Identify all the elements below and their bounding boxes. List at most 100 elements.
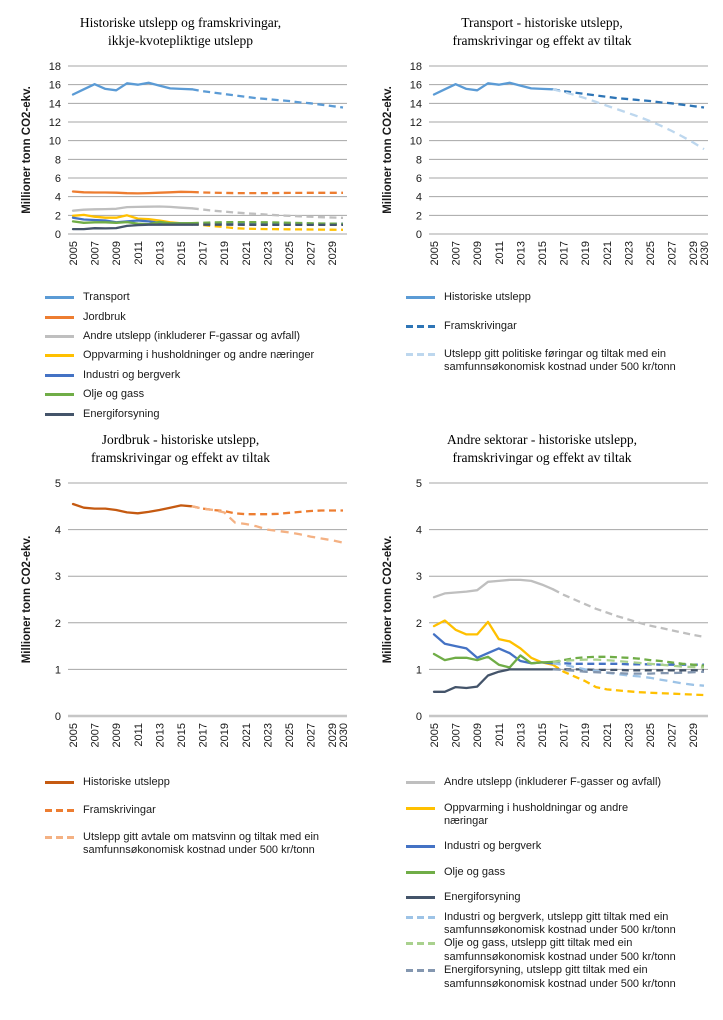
y-tick-label: 1 [416,664,422,676]
x-tick-label: 2011 [133,241,145,265]
series-line-olje-og-gass-hist [71,220,193,226]
y-tick-label: 2 [55,618,61,630]
legend-item-transport: Transport [45,291,355,304]
x-tick-label: 2030 [338,723,350,747]
chart-title-line: Andre sektorar - historiske utslepp, [446,432,638,447]
legend-item-energiforsyning-utslepp-gitt-tiltak-med-ein: Energiforsyning, utslepp gitt tiltak med… [406,964,717,991]
legend-label: Historiske utslepp [83,776,170,789]
y-tick-label: 16 [410,80,422,92]
x-tick-label: 2007 [451,241,463,265]
legend-label: Olje og gass [444,866,505,879]
chart-canvas: 0 2 4 6 8 10 12 14 16 18 Millioner tonn CO2-ekv. 20… [0,52,361,289]
legend-label-line: næringar [444,814,489,827]
y-tick-label: 6 [416,173,422,185]
legend-label-line: Energiforsyning, utslepp gitt tiltak med… [444,964,648,977]
chart-title-line: Transport - historiske utslepp, [461,15,623,30]
legend-label: Jordbruk [83,311,126,324]
chart-legend: Transport Jordbruk Andre utslepp (inkluder… [0,291,361,420]
legend-line-swatch [406,896,435,900]
legend-item-olje-og-gass-utslepp-gitt-tiltak-med-ein: Olje og gass, utslepp gitt tiltak med ei… [406,937,717,964]
x-tick-label: 2007 [90,723,102,747]
series-line-energiforsyning-tiltak-proj [552,668,705,675]
y-tick-label: 14 [410,98,422,110]
x-tick-label: 2011 [494,241,506,265]
chart-title-line: Jordbruk - historiske utslepp, [101,432,260,447]
x-tick-label: 2021 [241,723,253,747]
chart-panel-andre-sektorar: Andre sektorar - historiske utslepp, fra… [361,420,723,1020]
series-line-historiske-utslepp-hist [432,81,554,96]
x-tick-label: 2023 [623,241,635,265]
x-tick-label: 2005 [68,723,80,747]
series-line-industri-og-bergverk-tiltak-proj [552,662,705,687]
series-line-energiforsyning-hist [71,223,193,231]
series-line-andre-utslepp-proj [552,588,705,639]
chart-title: Historiske utslepp og framskrivingar, ik… [0,14,361,49]
x-tick-label: 2019 [580,723,592,747]
x-tick-label: 2025 [645,723,657,747]
legend-label: Framskrivingar [444,320,517,333]
series-line-transport-hist [71,81,193,96]
legend-line-swatch [45,781,74,785]
y-tick-label: 2 [55,210,61,222]
legend-label-line: samfunnsøkonomisk kostnad under 500 kr/t… [83,844,315,857]
x-tick-label: 2015 [537,241,549,265]
chart-canvas: 0 2 4 6 8 10 12 14 16 18 Millioner tonn CO2-ekv. 20… [361,52,722,289]
x-tick-label: 2009 [111,241,123,265]
legend-item-energiforsyning: Energiforsyning [406,891,717,904]
legend-item-framskrivingar: Framskrivingar [45,804,355,817]
legend-label-line: Energiforsyning [83,407,160,420]
legend-dashed-line-swatch [406,942,435,946]
legend-label-line: samfunnsøkonomisk kostnad under 500 kr/t… [444,923,676,936]
series-line-oppvarming-i-husholdningar-og-andre-næringar-hist [432,619,554,666]
x-tick-label: 2009 [111,723,123,747]
x-tick-label: 2013 [154,723,166,747]
x-tick-label: 2025 [284,241,296,265]
series-line-energiforsyning-hist [432,668,554,694]
line-chart-svg: 0 2 4 6 8 10 12 14 16 18 Millioner tonn CO2-ekv. 20… [382,61,711,265]
legend-label-line: Utslepp gitt politiske føringar og tilta… [444,347,666,360]
legend-label: Energiforsyning [444,891,520,904]
legend-label-line: Historiske utslepp [444,291,531,304]
legend-item-energiforsyning: Energiforsyning [45,408,355,420]
y-tick-label: 8 [55,154,61,166]
legend-label: Energiforsyning, utslepp gitt tiltak med… [444,964,676,991]
legend-label: Industri og bergverk [444,840,541,853]
series-line-framskrivingar-proj [191,505,343,516]
x-tick-label: 2025 [645,241,657,265]
series-line-jordbruk-proj [191,190,343,195]
chart-panel-transport: Transport - historiske utslepp, framskri… [361,0,723,420]
gridlines [68,482,347,718]
x-tick-label: 2027 [306,241,318,265]
legend-dashed-line-swatch [406,915,435,919]
legend-item-historiske-utslepp: Historiske utslepp [406,291,717,304]
y-axis-title: Millioner tonn CO2-ekv. [382,536,394,664]
y-tick-label: 4 [55,525,61,537]
series-line-andre-utslepp-hist [71,205,193,212]
legend-label-line: Industri og bergverk [83,368,181,381]
series-line-jordbruk-hist [71,190,193,195]
legend-item-andre-utslepp-inkluderer-f-gassar-og-avfall: Andre utslepp (inkluderer F-gassar og av… [45,330,355,343]
x-tick-label: 2029 [688,241,700,265]
y-tick-label: 6 [55,173,61,185]
legend-line-swatch [45,296,74,300]
legend-line-swatch [45,334,74,338]
legend-dashed-line-swatch [45,808,74,812]
x-tick-label: 2019 [580,241,592,265]
legend-label-line: Jordbruk [83,310,126,323]
y-tick-label: 4 [55,192,61,204]
series-line-energiforsyning-proj [552,668,704,672]
y-tick-label: 4 [416,525,422,537]
legend-line-swatch [406,806,435,810]
x-tick-label: 2015 [537,723,549,747]
chart-title: Transport - historiske utslepp, framskri… [361,14,723,49]
y-tick-label: 18 [49,61,61,73]
series-line-framskrivingar-proj [552,88,705,109]
legend-label-line: Olje og gass [444,865,506,878]
chart-canvas: 0 1 2 3 4 5 Millioner tonn CO2-ekv. 2005 2007 200… [361,469,722,774]
legend-label: Olje og gass [83,388,144,401]
x-tick-label: 2009 [472,241,484,265]
legend-line-swatch [406,870,435,874]
legend-label: Oppvarming i husholdninger og andre næri… [83,349,314,362]
legend-line-swatch [45,412,74,416]
series-line-oppvarming-i-husholdningar-og-andre-næringar-proj [552,663,705,697]
